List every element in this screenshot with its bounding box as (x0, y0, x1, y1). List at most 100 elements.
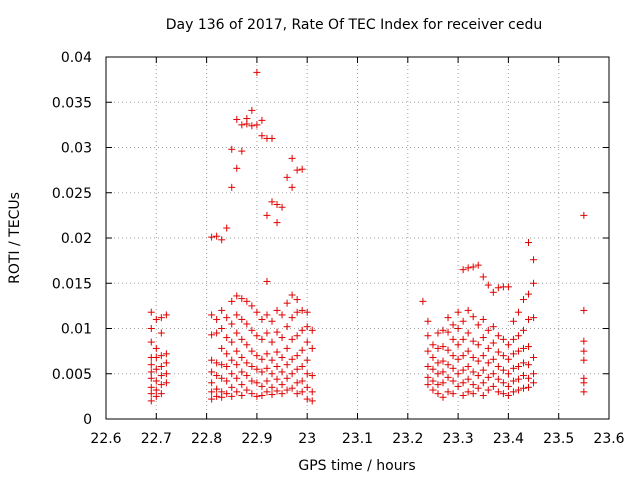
data-point (525, 361, 533, 369)
data-point (218, 236, 226, 244)
data-point (504, 355, 512, 363)
data-point (444, 314, 452, 322)
x-axis-label: GPS time / hours (298, 458, 415, 474)
data-point (474, 341, 482, 349)
y-tick-label: 0 (83, 412, 92, 428)
data-point (238, 295, 246, 303)
data-point (152, 353, 160, 361)
data-point (273, 387, 281, 395)
data-point (147, 368, 155, 376)
data-point (525, 383, 533, 391)
data-point (152, 386, 160, 394)
data-point (469, 381, 477, 389)
data-point (474, 372, 482, 380)
data-point (439, 393, 447, 401)
data-point (258, 368, 266, 376)
data-point (253, 308, 261, 316)
data-point (293, 332, 301, 340)
data-point (278, 353, 286, 361)
data-point (530, 314, 538, 322)
data-point (157, 314, 165, 322)
data-point (525, 239, 533, 247)
y-tick-label: 0.015 (52, 276, 92, 292)
data-point (293, 390, 301, 398)
data-point (218, 306, 226, 314)
data-point (434, 381, 442, 389)
data-point (243, 297, 251, 305)
data-point (439, 368, 447, 376)
data-point (248, 347, 256, 355)
data-point (283, 299, 291, 307)
data-point (519, 372, 527, 380)
data-point (530, 256, 538, 264)
data-point (223, 224, 231, 232)
data-point (454, 325, 462, 332)
data-point (288, 335, 296, 343)
data-point (509, 388, 517, 396)
data-point (268, 356, 276, 364)
data-point (208, 395, 216, 403)
data-point (494, 348, 502, 356)
data-point (424, 332, 432, 340)
data-point (504, 283, 512, 291)
data-point (434, 390, 442, 398)
y-tick-label: 0.01 (61, 322, 92, 338)
data-point (489, 288, 497, 296)
data-point (273, 201, 281, 209)
data-point (454, 370, 462, 378)
data-point (464, 363, 472, 371)
data-point (243, 341, 251, 349)
data-point (147, 325, 155, 332)
data-point (208, 388, 216, 396)
data-point (253, 352, 261, 360)
data-point (208, 379, 216, 387)
data-point (525, 290, 533, 298)
data-point (268, 370, 276, 378)
data-point (218, 361, 226, 369)
data-point (233, 361, 241, 369)
data-point (208, 356, 216, 364)
data-point (454, 308, 462, 316)
data-point (519, 326, 527, 334)
data-point (278, 381, 286, 389)
data-point (228, 370, 236, 378)
data-point (268, 338, 276, 346)
data-point (288, 355, 296, 363)
data-point (444, 346, 452, 354)
data-point (258, 391, 266, 399)
data-point (474, 261, 482, 269)
data-point (424, 363, 432, 371)
data-point (429, 365, 437, 373)
data-point (208, 368, 216, 376)
data-point (258, 116, 266, 124)
data-point (253, 332, 261, 340)
data-point (439, 326, 447, 334)
data-point (238, 368, 246, 376)
data-point (464, 388, 472, 396)
data-point (293, 352, 301, 360)
data-point (223, 363, 231, 371)
data-point (218, 344, 226, 352)
data-point (308, 372, 316, 380)
data-point (238, 381, 246, 389)
data-point (248, 122, 256, 130)
data-point (449, 335, 457, 343)
data-point (263, 350, 271, 358)
data-point (464, 329, 472, 337)
data-point (499, 379, 507, 387)
data-point (514, 308, 522, 316)
data-point (248, 302, 256, 310)
data-point (273, 348, 281, 356)
data-point (162, 359, 170, 367)
data-point (439, 379, 447, 387)
data-point (293, 379, 301, 387)
data-point (479, 315, 487, 323)
data-point (157, 352, 165, 360)
data-point (469, 337, 477, 345)
data-point (429, 377, 437, 385)
data-point (273, 306, 281, 314)
data-point (504, 370, 512, 378)
y-tick-label: 0.04 (61, 50, 92, 66)
data-point (243, 120, 251, 128)
data-point (233, 329, 241, 337)
